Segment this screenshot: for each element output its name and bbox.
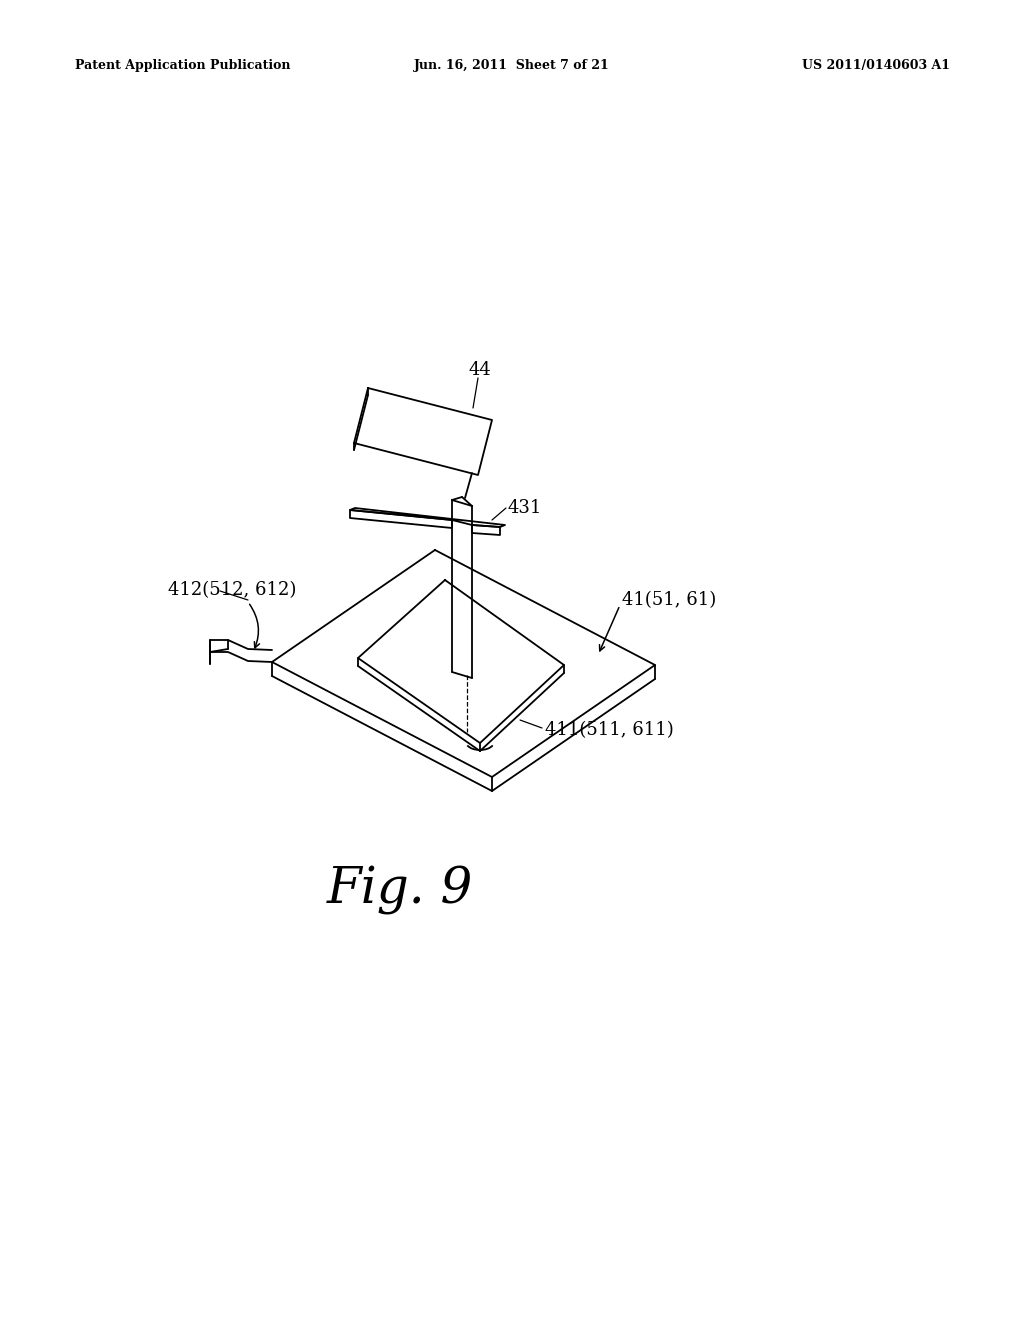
Text: 411(511, 611): 411(511, 611) [545, 721, 674, 739]
Text: 44: 44 [469, 360, 492, 379]
Text: 412(512, 612): 412(512, 612) [168, 581, 296, 599]
Text: US 2011/0140603 A1: US 2011/0140603 A1 [802, 58, 950, 71]
Text: Fig. 9: Fig. 9 [327, 866, 473, 915]
Text: 431: 431 [508, 499, 543, 517]
Text: Patent Application Publication: Patent Application Publication [75, 58, 291, 71]
Text: 41(51, 61): 41(51, 61) [622, 591, 716, 609]
Text: Jun. 16, 2011  Sheet 7 of 21: Jun. 16, 2011 Sheet 7 of 21 [414, 58, 610, 71]
